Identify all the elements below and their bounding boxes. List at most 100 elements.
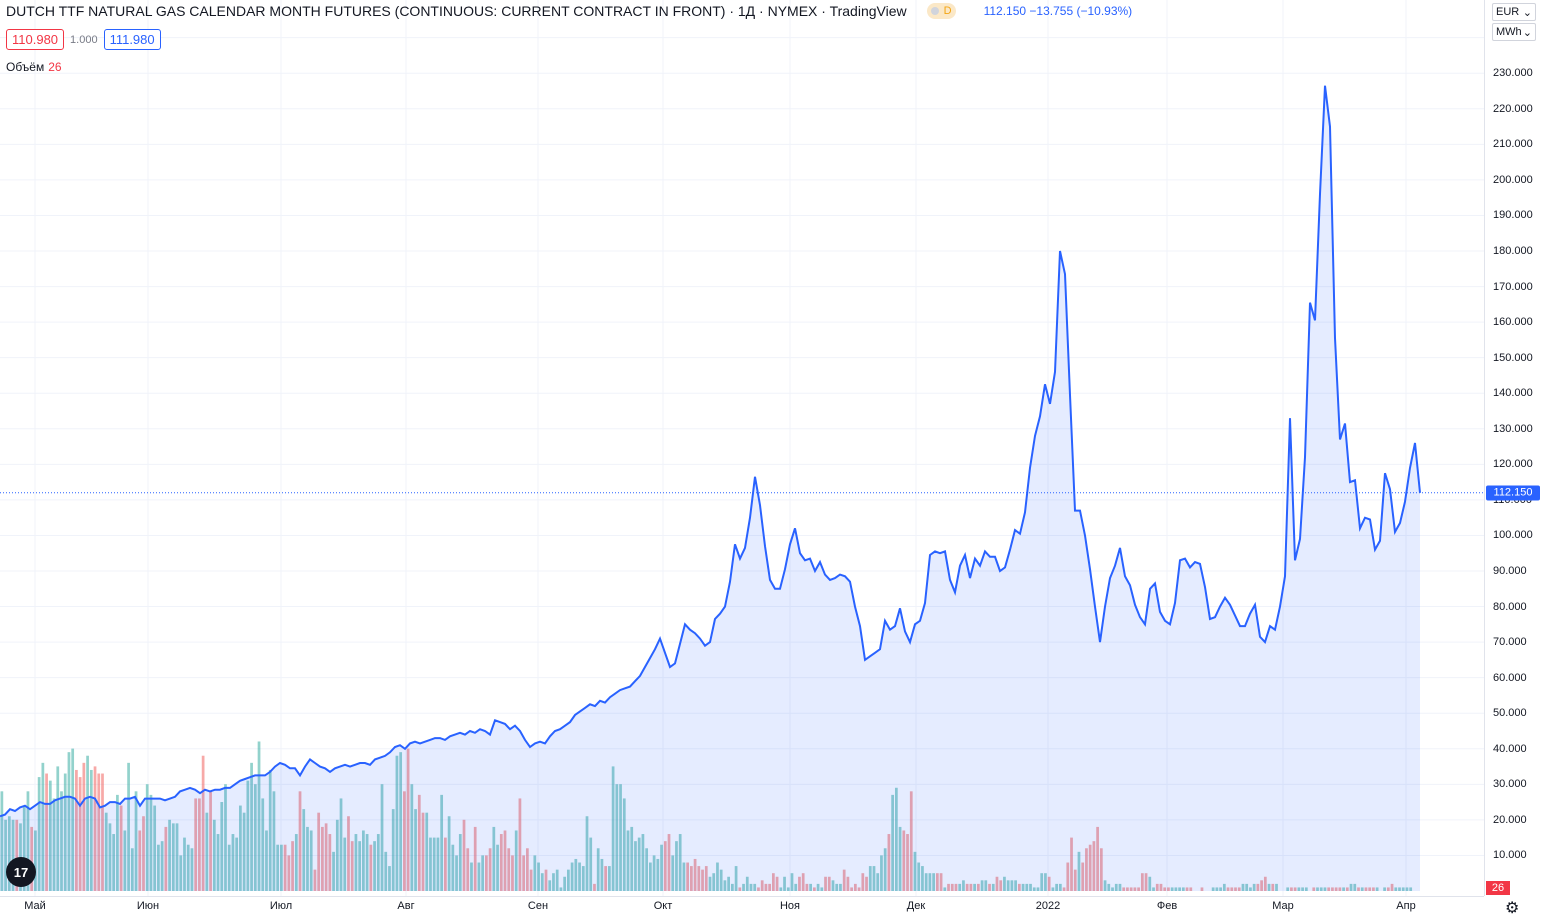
volume-bar <box>678 834 682 891</box>
volume-bar <box>272 791 276 891</box>
buy-price-box[interactable]: 111.980 <box>103 29 161 50</box>
volume-bar <box>462 819 466 891</box>
volume-bar <box>380 784 384 891</box>
volume-bar <box>991 883 995 891</box>
volume-bar <box>198 798 201 891</box>
volume-bar <box>384 851 388 891</box>
delay-badge[interactable]: D <box>926 3 956 19</box>
volume-bar <box>1241 883 1245 891</box>
volume-bar <box>1342 887 1345 891</box>
volume-bar <box>1267 883 1271 891</box>
time-tick-label: Сен <box>527 900 549 912</box>
price-tick-label: 50.000 <box>1493 707 1527 720</box>
volume-bar <box>287 855 291 891</box>
volume-bar <box>645 848 649 891</box>
volume-bar <box>999 880 1003 891</box>
price-tick-label: 230.000 <box>1493 67 1533 80</box>
unit-select[interactable]: MWh ⌄ <box>1492 23 1536 41</box>
gear-icon[interactable]: ⚙ <box>1505 900 1520 917</box>
volume-bar <box>1170 887 1174 891</box>
volume-bar <box>798 876 801 891</box>
volume-bar <box>1383 887 1386 891</box>
volume-bar <box>335 819 339 891</box>
currency-select[interactable]: EUR ⌄ <box>1492 3 1536 21</box>
price-tick-label: 70.000 <box>1493 636 1527 649</box>
volume-legend[interactable]: Объём 26 <box>6 60 62 74</box>
volume-bar <box>783 876 786 891</box>
volume-bar <box>235 837 239 891</box>
volume-bar <box>86 755 89 891</box>
volume-bar <box>1249 887 1252 891</box>
volume-bar <box>712 873 716 891</box>
volume-bar <box>768 883 771 891</box>
volume-bar <box>283 844 287 891</box>
volume-bar <box>1174 887 1178 891</box>
volume-bar <box>1271 883 1275 891</box>
volume-bar <box>898 826 902 891</box>
volume-bar <box>257 741 261 891</box>
volume-bar <box>429 837 432 891</box>
volume-bar <box>1047 876 1051 891</box>
volume-bar <box>1375 887 1379 891</box>
volume-bar <box>97 773 101 891</box>
volume-bar <box>89 769 93 891</box>
volume-bar <box>485 855 488 891</box>
volume-bar <box>1334 887 1338 891</box>
volume-bar <box>716 862 719 891</box>
volume-bar <box>1133 887 1137 891</box>
volume-bar <box>142 816 145 891</box>
sell-price-box[interactable]: 110.980 <box>6 29 65 50</box>
volume-bar <box>499 834 503 891</box>
volume-bar <box>1107 883 1111 891</box>
volume-bar <box>1055 883 1058 891</box>
price-tick-label: 80.000 <box>1493 600 1527 613</box>
volume-bar <box>294 834 298 891</box>
volume-bar <box>548 880 552 891</box>
volume-bar <box>347 816 350 891</box>
volume-bar <box>134 791 138 891</box>
volume-bar <box>1096 826 1099 891</box>
volume-bar <box>127 762 130 891</box>
volume-bar <box>1144 873 1148 891</box>
price-chart[interactable] <box>0 0 1484 896</box>
tradingview-logo-icon[interactable]: 17 <box>6 857 36 887</box>
volume-bar <box>816 883 820 891</box>
volume-bar <box>488 848 492 891</box>
volume-bar <box>369 844 373 891</box>
price-tick-label: 170.000 <box>1493 280 1533 293</box>
volume-bar <box>201 755 205 891</box>
volume-bar <box>317 812 321 891</box>
price-tick-label: 190.000 <box>1493 209 1533 222</box>
volume-bar <box>939 873 943 891</box>
time-axis[interactable] <box>0 896 1484 920</box>
volume-bar <box>749 883 753 891</box>
volume-bar <box>634 841 637 891</box>
price-tick-label: 40.000 <box>1493 742 1527 755</box>
volume-bar <box>276 844 280 891</box>
volume-bar <box>980 880 984 891</box>
volume-bar <box>1155 883 1159 891</box>
time-tick-label: 2022 <box>1035 900 1061 912</box>
volume-bar <box>853 883 857 891</box>
volume-bar <box>585 816 589 891</box>
volume-bar <box>1263 876 1267 891</box>
volume-bar <box>477 862 481 891</box>
volume-bar <box>1178 887 1181 891</box>
volume-bar <box>846 876 850 891</box>
volume-bar <box>1297 887 1301 891</box>
volume-bar <box>868 866 872 891</box>
volume-bar <box>328 834 332 891</box>
volume-bar <box>332 851 335 891</box>
volume-bar <box>432 837 436 891</box>
volume-bar <box>130 848 134 891</box>
volume-bar <box>872 866 876 891</box>
chevron-down-icon: ⌄ <box>1522 6 1532 19</box>
volume-bar <box>466 848 470 891</box>
volume-bar <box>760 880 764 891</box>
volume-bar <box>809 883 812 891</box>
price-axis[interactable] <box>1484 0 1544 896</box>
volume-bar <box>1070 837 1073 891</box>
volume-bar <box>962 880 965 891</box>
symbol-title[interactable]: DUTCH TTF NATURAL GAS CALENDAR MONTH FUT… <box>6 3 907 19</box>
volume-bar <box>4 819 7 891</box>
